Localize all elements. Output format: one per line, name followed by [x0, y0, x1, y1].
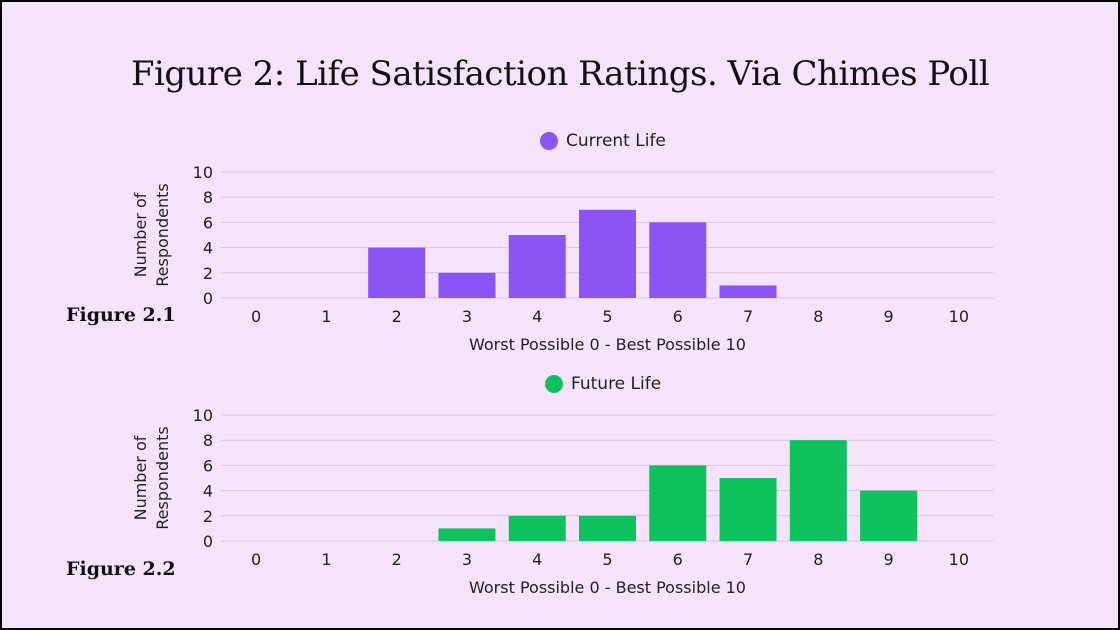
- x-tick-label: 3: [462, 307, 472, 326]
- x-tick-label: 1: [321, 550, 331, 569]
- legend-future-life: Future Life: [545, 374, 661, 394]
- legend-swatch: [545, 375, 563, 393]
- x-tick-label: 9: [883, 307, 893, 326]
- page-title: Figure 2: Life Satisfaction Ratings. Via…: [130, 54, 990, 94]
- bar: [649, 465, 707, 541]
- y-tick-label: 8: [203, 431, 213, 450]
- x-tick-label: 5: [602, 550, 612, 569]
- y-axis-label: Number of: [131, 192, 150, 277]
- figure-label-2-2: Figure 2.2: [66, 558, 176, 580]
- y-tick-label: 10: [193, 163, 213, 182]
- x-tick-label: 6: [673, 307, 683, 326]
- bar: [508, 515, 566, 541]
- y-tick-label: 10: [193, 406, 213, 425]
- x-tick-label: 4: [532, 307, 542, 326]
- x-tick-label: 8: [813, 307, 823, 326]
- y-tick-label: 2: [203, 507, 213, 526]
- x-tick-label: 10: [949, 307, 969, 326]
- y-tick-label: 4: [203, 239, 213, 258]
- bar: [438, 528, 496, 541]
- y-tick-label: 6: [203, 213, 213, 232]
- bar: [649, 222, 707, 298]
- bar: [438, 272, 496, 298]
- x-tick-label: 6: [673, 550, 683, 569]
- x-tick-label: 9: [883, 550, 893, 569]
- x-tick-label: 10: [949, 550, 969, 569]
- x-tick-label: 5: [602, 307, 612, 326]
- x-tick-label: 2: [392, 307, 402, 326]
- figure-label-2-1: Figure 2.1: [66, 304, 176, 326]
- y-tick-label: 4: [203, 482, 213, 501]
- bar: [860, 490, 918, 541]
- legend-label: Current Life: [566, 131, 666, 151]
- x-tick-label: 0: [251, 307, 261, 326]
- x-tick-label: 2: [392, 550, 402, 569]
- bar: [789, 440, 847, 541]
- x-tick-label: 7: [743, 550, 753, 569]
- y-axis-label: Respondents: [153, 426, 172, 529]
- y-tick-label: 6: [203, 456, 213, 475]
- x-axis-label: Worst Possible 0 - Best Possible 10: [469, 578, 746, 597]
- y-tick-label: 0: [203, 289, 213, 308]
- bar: [719, 285, 777, 298]
- legend-swatch: [540, 132, 558, 150]
- y-axis-label: Number of: [131, 435, 150, 520]
- x-tick-label: 8: [813, 550, 823, 569]
- bar: [579, 209, 636, 298]
- y-tick-label: 8: [203, 188, 213, 207]
- bar: [719, 478, 777, 541]
- x-tick-label: 4: [532, 550, 542, 569]
- x-axis-label: Worst Possible 0 - Best Possible 10: [469, 335, 746, 354]
- x-tick-label: 7: [743, 307, 753, 326]
- bar: [368, 247, 426, 298]
- x-tick-label: 3: [462, 550, 472, 569]
- bar: [579, 515, 636, 541]
- y-axis-label: Respondents: [153, 183, 172, 286]
- x-tick-label: 1: [321, 307, 331, 326]
- x-tick-label: 0: [251, 550, 261, 569]
- legend-current-life: Current Life: [540, 131, 666, 151]
- y-tick-label: 2: [203, 264, 213, 283]
- legend-label: Future Life: [571, 374, 662, 394]
- y-tick-label: 0: [203, 532, 213, 551]
- bar: [508, 235, 566, 298]
